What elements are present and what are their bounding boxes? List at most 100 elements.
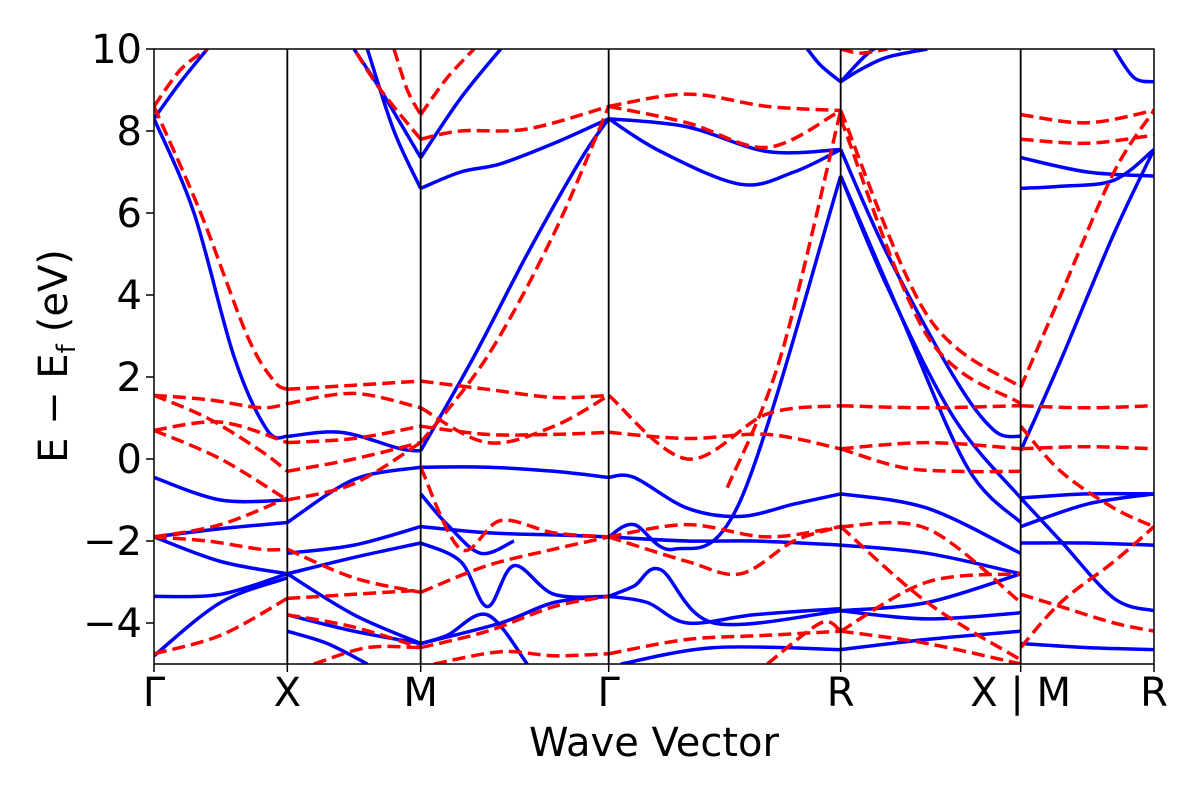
x-axis-label: Wave Vector (529, 720, 780, 766)
band-line-solid (154, 572, 288, 599)
band-line-solid (1020, 492, 1154, 529)
band-line-solid (365, 49, 423, 190)
plot-frame (153, 48, 1155, 665)
band-line-dashed (154, 428, 289, 502)
band-line-dashed (840, 520, 1022, 604)
x-tick-label: Γ (598, 670, 621, 716)
band-line-dashed (1019, 425, 1154, 529)
x-tick-label: R (827, 670, 855, 716)
band-line-dashed (420, 424, 609, 437)
y-axis-label: E − Ef (eV) (31, 249, 82, 463)
band-line-dashed (1020, 403, 1154, 410)
band-line-solid (286, 613, 422, 646)
band-line-dashed (1020, 108, 1154, 125)
band-line-solid (608, 473, 842, 519)
y-tick-label: −2 (83, 519, 142, 565)
band-line-solid (608, 566, 841, 627)
band-line-dashed (154, 420, 288, 445)
band-line-solid (608, 535, 841, 547)
band-line-dashed (840, 440, 1021, 451)
band-line-dashed (287, 379, 421, 392)
band-line-dashed (419, 49, 476, 116)
band-line-dashed (154, 49, 209, 108)
band-line-solid (840, 629, 1021, 652)
band-line-solid (286, 465, 422, 524)
band-line-dashed (419, 466, 609, 553)
band-line-dashed (608, 522, 841, 539)
band-line-solid (287, 430, 421, 453)
kpath-lines (286, 49, 1022, 664)
band-line-dashed (287, 391, 422, 410)
band-line-dashed (839, 525, 1022, 662)
x-tick-label: X | M (970, 670, 1071, 716)
band-line-dashed (839, 572, 1021, 633)
y-tick-label: 4 (117, 273, 142, 319)
band-line-dashed (839, 118, 1022, 406)
band-line-solid (1019, 148, 1154, 452)
band-line-dashed (287, 588, 421, 601)
band-line-dashed (286, 441, 422, 502)
band-line-solid (607, 175, 843, 552)
band-line-dashed (608, 524, 842, 577)
band-line-solid (287, 524, 422, 556)
band-line-solid (154, 49, 209, 120)
band-line-dashed (154, 496, 288, 539)
band-line-solid (840, 543, 1022, 576)
band-line-solid (154, 475, 288, 504)
band-line-dashed (419, 105, 611, 444)
band-line-solid (1020, 641, 1154, 652)
band-line-dashed (420, 379, 609, 400)
band-line-dashed (392, 49, 423, 116)
y-tick-label: 6 (117, 191, 142, 237)
band-line-solid (286, 541, 422, 576)
x-tick-label: X (274, 670, 301, 716)
band-line-solid (419, 541, 609, 609)
band-line-dashed (154, 393, 289, 473)
band-line-dashed (1019, 109, 1154, 388)
band-line-solid (419, 117, 611, 452)
band-line-dashed (1020, 592, 1154, 633)
y-tick-label: 10 (91, 27, 142, 73)
band-line-solid (608, 594, 841, 626)
y-axis-label-main: E − E (31, 353, 77, 463)
band-line-dashed (419, 393, 610, 445)
band-line-dashed (286, 613, 422, 650)
band-line-solid (420, 612, 529, 664)
band-line-solid (1020, 155, 1154, 178)
x-tick-label: M (403, 670, 438, 716)
band-line-dashed (840, 629, 1022, 664)
y-tick-label: 0 (117, 437, 142, 483)
band-line-solid (1112, 49, 1154, 84)
band-line-dashed (154, 105, 289, 391)
band-line-solid (840, 492, 1022, 555)
y-tick-label: 2 (117, 355, 142, 401)
band-line-dashed (154, 596, 289, 656)
band-line-dashed (839, 109, 1022, 389)
y-axis-label-unit: (eV) (31, 249, 77, 332)
band-line-dashed (608, 92, 841, 113)
band-line-dashed (840, 447, 1021, 474)
y-axis-label-sub: f (52, 343, 82, 353)
series-solid (154, 49, 1154, 664)
band-line-solid (1020, 541, 1154, 547)
band-line-solid (1020, 491, 1154, 500)
bands-layer (154, 49, 1154, 664)
band-line-solid (839, 49, 901, 84)
band-line-solid (839, 148, 1022, 439)
band-line-dashed (420, 594, 610, 650)
band-line-dashed (154, 535, 288, 552)
band-line-solid (154, 576, 288, 658)
band-line-dashed (840, 49, 888, 55)
band-line-solid (352, 49, 423, 159)
band-line-dashed (766, 619, 842, 664)
band-line-dashed (287, 424, 422, 445)
band-line-dashed (433, 649, 609, 664)
band-line-solid (840, 608, 1021, 621)
x-axis-ticks: Γ X M Γ R X | M R (143, 664, 1168, 716)
x-tick-label: R (1140, 670, 1168, 716)
band-line-solid (839, 175, 1022, 524)
y-axis-ticks: −4 −2 0 2 4 6 8 10 (83, 27, 154, 647)
band-line-dashed (1020, 133, 1154, 146)
band-line-solid (607, 117, 842, 187)
